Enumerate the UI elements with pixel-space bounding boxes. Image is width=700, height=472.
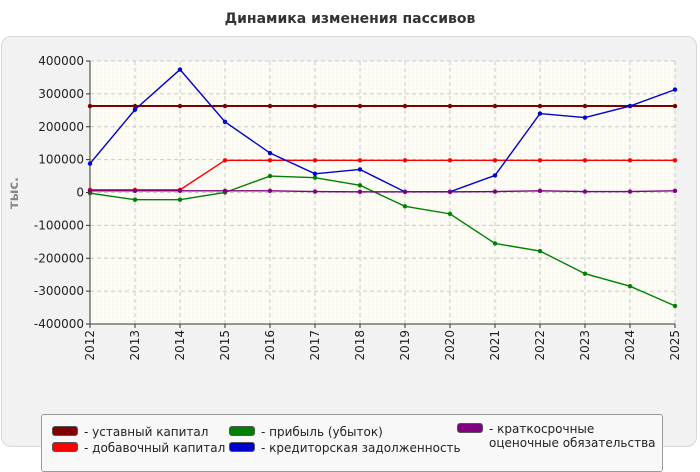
y-tick-label: 100000 [38, 153, 84, 167]
data-point [582, 103, 588, 109]
data-point [447, 189, 453, 195]
data-point [672, 188, 678, 194]
legend-swatch [52, 426, 78, 436]
data-point [267, 158, 273, 163]
series-line [89, 68, 676, 193]
series-line [90, 159, 675, 191]
series-line [89, 175, 676, 307]
series-line [90, 190, 676, 193]
data-point [87, 188, 93, 194]
data-point [222, 103, 228, 109]
data-point [402, 103, 408, 109]
data-point [177, 188, 183, 194]
data-point [357, 189, 363, 195]
data-point [492, 189, 498, 194]
data-point [402, 158, 408, 163]
y-tick-label: -100000 [34, 218, 84, 232]
x-tick-label: 2014 [173, 330, 187, 361]
y-tick-label: 400000 [38, 54, 84, 68]
x-tick-label: 2012 [83, 330, 97, 361]
data-point [492, 241, 498, 246]
x-tick-label: 2017 [308, 330, 322, 361]
data-point [492, 158, 498, 163]
x-tick-label: 2016 [263, 330, 277, 361]
data-point [312, 175, 318, 180]
data-point [132, 197, 138, 202]
y-tick-label: -400000 [34, 317, 84, 331]
data-point [312, 103, 318, 109]
legend-swatch [457, 423, 483, 433]
data-point [627, 189, 633, 194]
data-point [267, 188, 273, 194]
data-point [87, 161, 93, 166]
legend-label: - прибыль (убыток) [261, 425, 383, 439]
data-point [537, 248, 543, 254]
data-point [357, 167, 363, 172]
y-tick-label: -300000 [34, 284, 84, 298]
data-point [357, 103, 363, 109]
data-point [402, 189, 408, 195]
data-point [267, 103, 273, 109]
data-point [357, 158, 363, 163]
data-point [627, 158, 633, 163]
data-point [447, 158, 453, 163]
x-tick-label: 2013 [128, 330, 142, 361]
data-point [582, 158, 588, 163]
data-point [672, 158, 678, 163]
y-tick-label: 300000 [38, 87, 84, 101]
data-point [582, 271, 588, 276]
data-point [177, 103, 183, 109]
chart-title: Динамика изменения пассивов [224, 11, 476, 27]
data-point [672, 103, 678, 109]
legend-swatch [229, 426, 255, 436]
data-point [132, 107, 138, 112]
data-point [537, 111, 543, 116]
data-point [537, 103, 543, 109]
data-point [537, 188, 543, 194]
data-point [267, 173, 273, 179]
x-tick-label: 2019 [398, 330, 412, 361]
data-point [582, 189, 588, 194]
data-point [177, 67, 183, 72]
x-tick-label: 2023 [578, 330, 592, 361]
data-point [672, 303, 678, 309]
x-tick-label: 2018 [353, 330, 367, 361]
data-point [312, 189, 318, 194]
data-point [222, 158, 228, 163]
y-tick-label: -200000 [34, 251, 84, 265]
legend-label: - уставный капитал [84, 425, 209, 439]
data-point [492, 103, 498, 109]
data-point [132, 188, 138, 194]
data-point [402, 204, 408, 209]
x-tick-label: 2020 [443, 330, 457, 361]
data-point [627, 283, 633, 289]
y-tick-label: 200000 [38, 120, 84, 134]
data-point [177, 197, 183, 202]
data-point [222, 188, 228, 194]
y-axis-title: тыс. [7, 177, 22, 209]
x-tick-label: 2025 [668, 330, 682, 361]
data-point [312, 171, 318, 176]
data-point [582, 115, 588, 120]
x-tick-label: 2024 [623, 330, 637, 361]
x-tick-label: 2015 [218, 330, 232, 361]
data-point [312, 158, 318, 163]
x-tick-label: 2021 [488, 330, 502, 361]
data-point [447, 211, 453, 217]
data-point [87, 103, 93, 109]
x-tick-label: 2022 [533, 330, 547, 361]
data-point [672, 87, 678, 92]
legend-label: - краткосрочные оценочные обязательства [489, 422, 656, 450]
data-point [447, 103, 453, 109]
data-point [132, 103, 138, 109]
chart-svg: 400000 300000 200000 100000 0 -100000 -200000 -… [7, 54, 682, 361]
data-point [357, 183, 363, 188]
y-tick-label: 0 [76, 186, 84, 200]
data-point [492, 173, 498, 178]
data-point [267, 150, 273, 156]
data-point [537, 158, 543, 163]
data-point [627, 103, 633, 109]
data-point [222, 119, 228, 125]
